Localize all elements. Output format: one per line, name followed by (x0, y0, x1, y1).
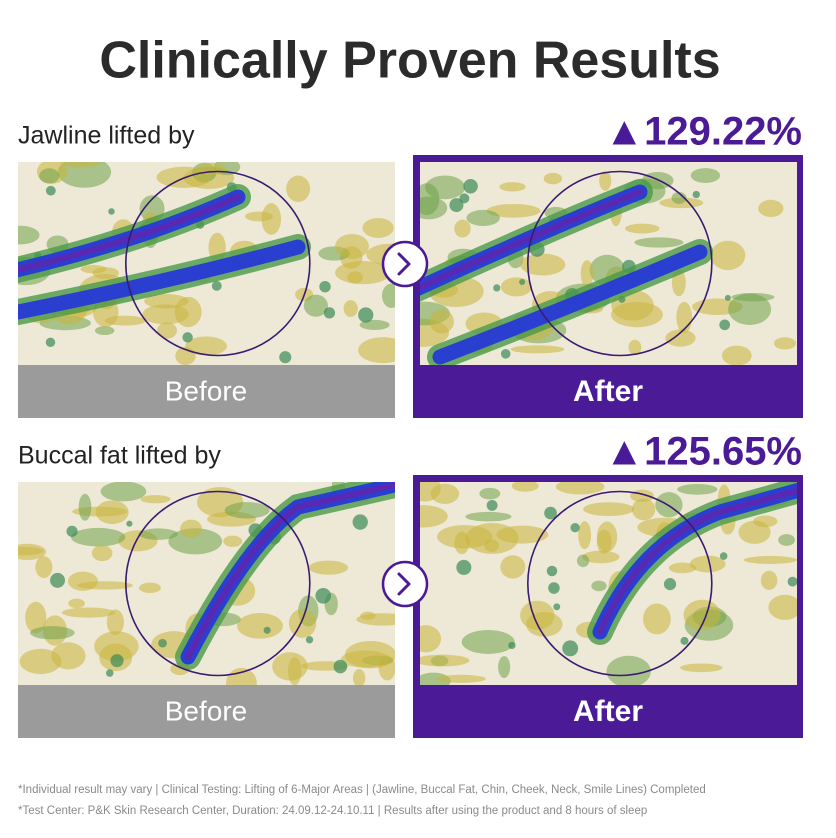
before-bar (18, 365, 395, 418)
focus-circle (527, 490, 713, 677)
before-label: Before (165, 695, 248, 726)
arrow-icon (397, 252, 411, 276)
before-label: Before (165, 375, 248, 406)
arrow-button (381, 560, 429, 608)
before-bar (18, 685, 395, 738)
arrow-icon (397, 572, 411, 596)
scan-image (420, 482, 797, 685)
after-label: After (573, 375, 643, 408)
scan-image (18, 482, 395, 685)
footnote: *Individual result may vary | Clinical T… (18, 784, 706, 796)
scan-image (18, 162, 395, 365)
row-label: Jawline lifted by (18, 122, 195, 150)
result-value: ▲129.22% (605, 110, 803, 154)
result-value: ▲125.65% (605, 430, 803, 474)
title: Clinically Proven Results (99, 32, 720, 90)
scan-image (420, 162, 797, 365)
focus-circle (125, 490, 311, 677)
arrow-button (381, 240, 429, 288)
focus-circle (125, 170, 311, 357)
focus-circle (527, 170, 713, 357)
row-label: Buccal fat lifted by (18, 442, 221, 470)
footnote: *Test Center: P&K Skin Research Center, … (18, 805, 647, 817)
after-label: After (573, 695, 643, 728)
